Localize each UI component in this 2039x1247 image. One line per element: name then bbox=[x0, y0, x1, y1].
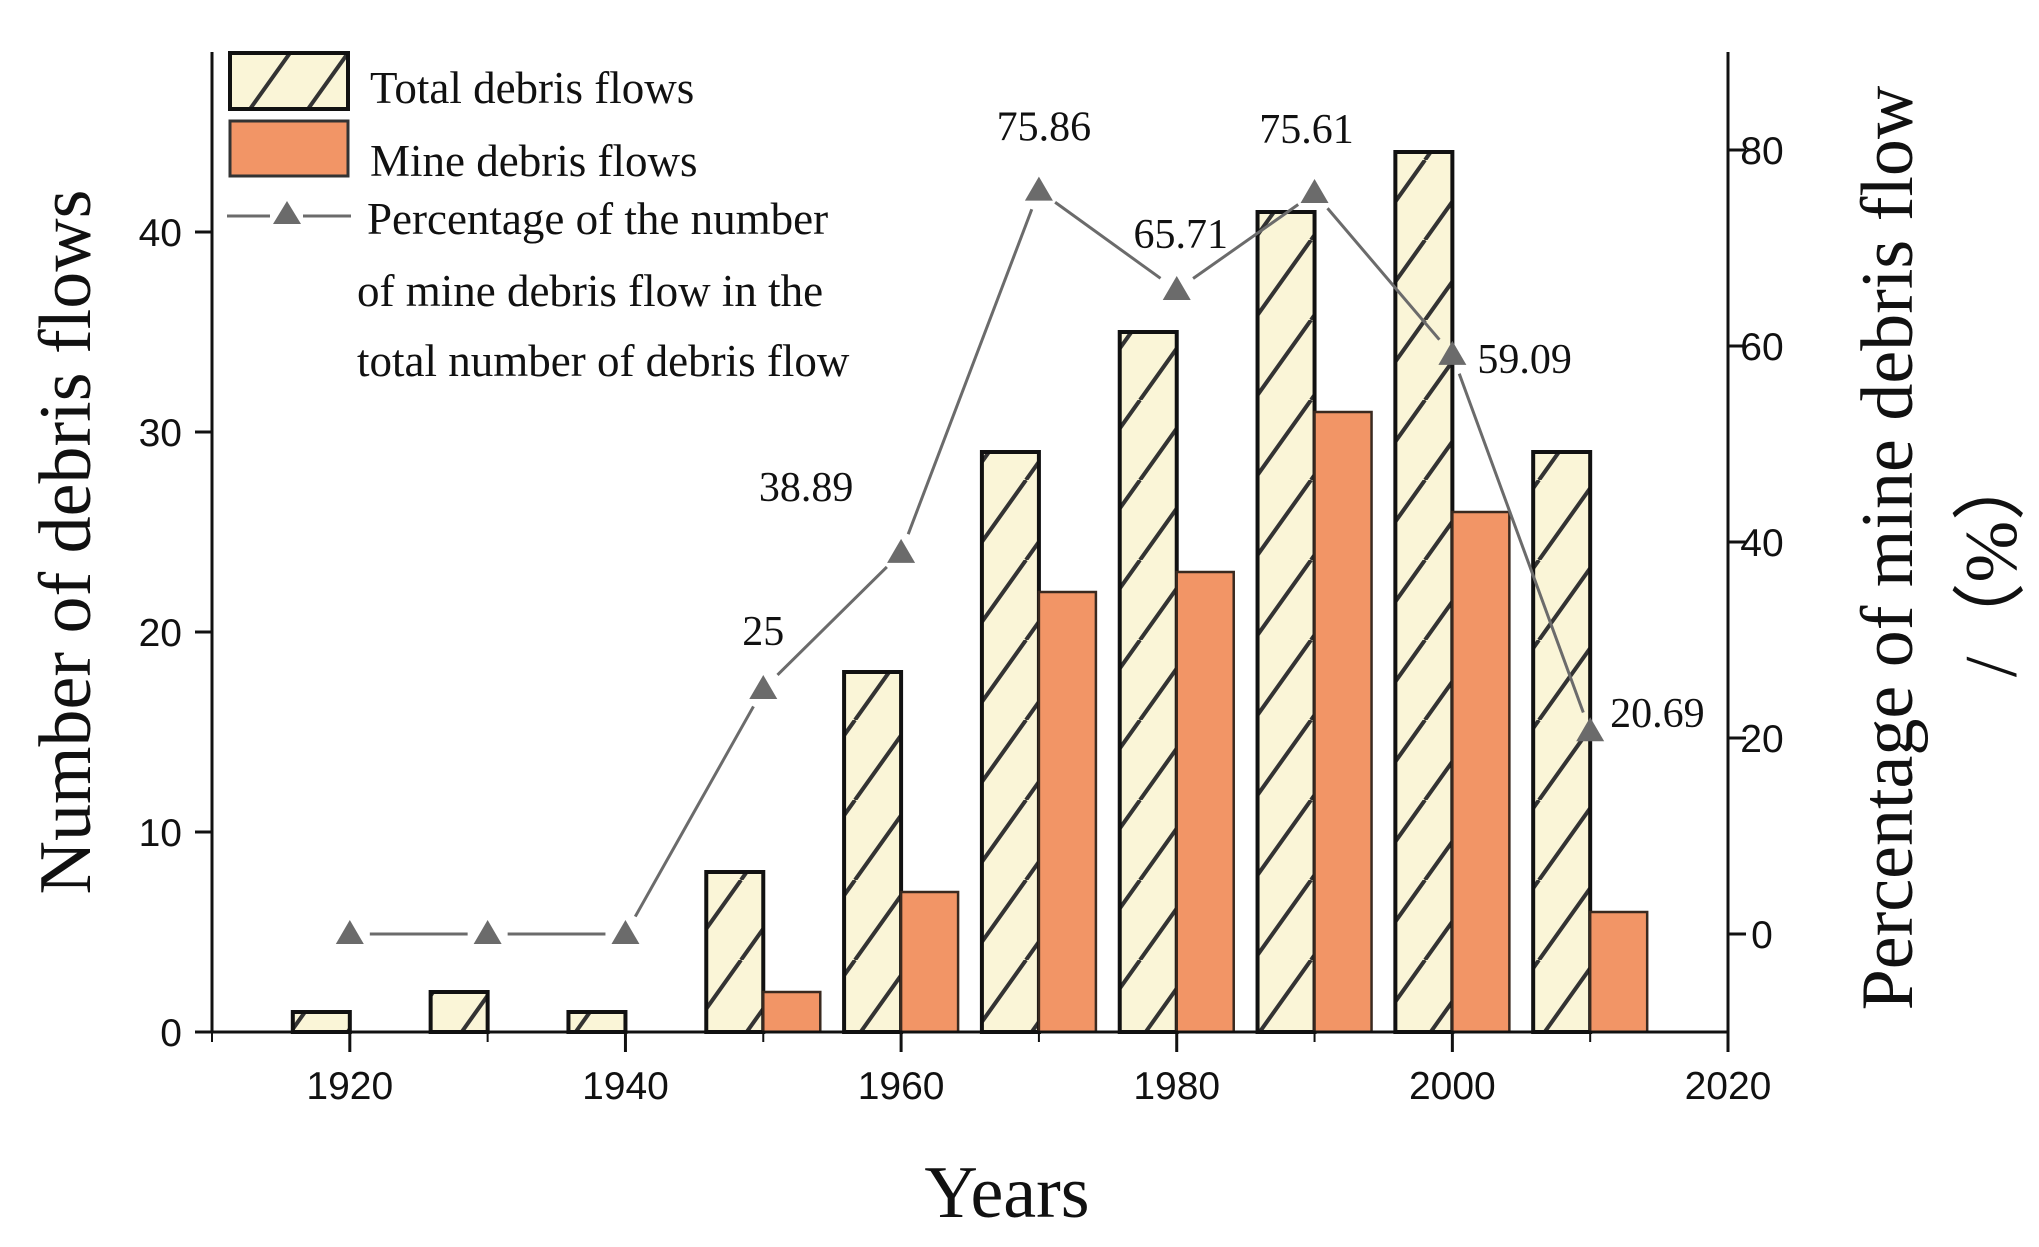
y-tick-label: 30 bbox=[139, 412, 182, 455]
x-tick-label: 1980 bbox=[1133, 1065, 1220, 1108]
bar-mine-1970 bbox=[1037, 590, 1098, 1034]
bar-total-1940 bbox=[566, 1010, 628, 1034]
y-tick-label: 20 bbox=[139, 612, 182, 655]
y-tick-label: 10 bbox=[139, 812, 182, 855]
bar-total-2000 bbox=[1393, 150, 1455, 1034]
y2-tick-label: 60 bbox=[1740, 326, 1783, 369]
y-tick-label: 40 bbox=[139, 212, 182, 255]
data-label-1990: 75.61 bbox=[1259, 107, 1354, 153]
bar-mine-1980 bbox=[1175, 570, 1235, 1034]
line-segment bbox=[906, 208, 1034, 535]
y-tick-label: 0 bbox=[160, 1012, 182, 1055]
x-axis-title: Years bbox=[924, 1152, 1089, 1234]
bar-total-1980 bbox=[1117, 330, 1179, 1034]
triangle-marker-icon bbox=[1024, 176, 1053, 201]
bar-mine-2000 bbox=[1451, 510, 1511, 1034]
y2-tick-label: 0 bbox=[1751, 914, 1773, 957]
legend: Total debris flows Mine debris flows Per… bbox=[227, 51, 850, 386]
triangle-marker-icon bbox=[1300, 179, 1329, 204]
bar-mine-2010 bbox=[1588, 910, 1649, 1034]
right-y-axis-title-line2: /（%） bbox=[1951, 447, 2033, 677]
legend-label-percentage-line3: total number of debris flow bbox=[357, 336, 850, 386]
x-tick-label: 2000 bbox=[1409, 1065, 1496, 1108]
x-tick-label: 2020 bbox=[1685, 1065, 1772, 1108]
bar-total-1920 bbox=[290, 1010, 352, 1034]
x-tick-label: 1940 bbox=[582, 1065, 669, 1108]
right-y-axis-title-line1: Percentage of mine debris flow bbox=[1847, 85, 1929, 1010]
data-label-1980: 65.71 bbox=[1133, 212, 1228, 258]
legend-label-percentage-line2: of mine debris flow in the bbox=[357, 266, 823, 316]
bar-total-1970 bbox=[979, 450, 1041, 1034]
bar-mine-1990 bbox=[1313, 410, 1373, 1034]
x-tick-label: 1920 bbox=[306, 1065, 393, 1108]
right-y-axis-ticks: 0 20 40 60 80 bbox=[1728, 130, 1784, 957]
mine-debris-flow-bars bbox=[762, 410, 1649, 1034]
triangle-marker-icon bbox=[1438, 340, 1467, 365]
legend-swatch-mine bbox=[228, 119, 350, 178]
total-debris-flow-bars bbox=[290, 150, 1593, 1034]
bar-total-1990 bbox=[1255, 210, 1317, 1034]
percentage-line-series bbox=[335, 176, 1605, 944]
data-label-1950: 25 bbox=[742, 609, 784, 655]
legend-label-percentage-line1: Percentage of the number bbox=[367, 194, 828, 244]
bar-total-2010 bbox=[1531, 450, 1593, 1034]
triangle-marker-icon bbox=[887, 538, 916, 563]
percentage-data-labels: 25 38.89 75.86 65.71 75.61 59.09 20.69 bbox=[742, 105, 1704, 738]
triangle-marker-icon bbox=[749, 675, 778, 699]
triangle-marker-icon bbox=[611, 920, 640, 944]
bar-mine-1950 bbox=[762, 990, 822, 1034]
line-segment bbox=[1326, 207, 1441, 341]
left-y-axis-ticks: 0 10 20 30 40 bbox=[139, 212, 212, 1055]
data-label-1960: 38.89 bbox=[759, 465, 854, 511]
legend-swatch-total bbox=[228, 51, 350, 111]
bar-total-1950 bbox=[704, 870, 766, 1034]
line-segment bbox=[1054, 201, 1162, 280]
data-label-2010: 20.69 bbox=[1610, 691, 1705, 737]
line-segment bbox=[1192, 203, 1300, 280]
bar-total-1960 bbox=[842, 670, 904, 1034]
triangle-marker-icon bbox=[273, 201, 301, 224]
legend-label-total: Total debris flows bbox=[370, 63, 694, 113]
triangle-marker-icon bbox=[335, 920, 364, 944]
legend-label-mine: Mine debris flows bbox=[370, 136, 697, 186]
line-segment bbox=[633, 705, 755, 918]
triangle-marker-icon bbox=[1576, 717, 1605, 742]
data-label-2000: 59.09 bbox=[1477, 337, 1572, 383]
x-axis-ticks: 1920 1940 1960 1980 2000 2020 bbox=[211, 1032, 1772, 1108]
y2-tick-label: 20 bbox=[1740, 718, 1783, 761]
y2-tick-label: 40 bbox=[1740, 522, 1783, 565]
line-segment bbox=[1457, 373, 1585, 713]
bar-total-1930 bbox=[428, 990, 490, 1034]
triangle-marker-icon bbox=[1162, 276, 1191, 301]
y2-tick-label: 80 bbox=[1740, 130, 1783, 173]
bar-mine-1960 bbox=[899, 890, 960, 1034]
data-label-1970: 75.86 bbox=[997, 105, 1092, 151]
x-tick-label: 1960 bbox=[858, 1065, 945, 1108]
triangle-marker-icon bbox=[473, 920, 502, 944]
line-segment bbox=[776, 565, 888, 677]
left-y-axis-title: Number of debris flows bbox=[25, 190, 107, 895]
